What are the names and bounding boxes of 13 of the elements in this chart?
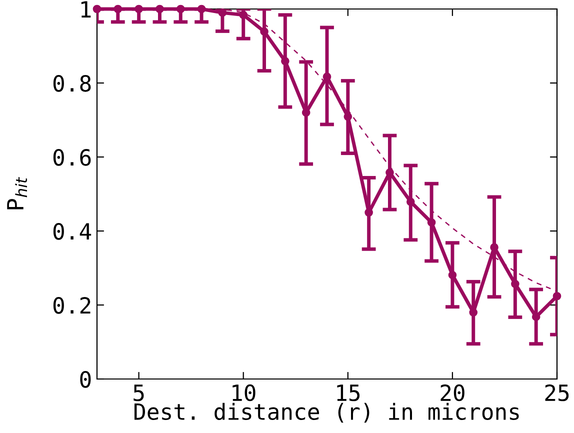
x-tick-label: 5 [134,384,144,402]
x-tick-label: 25 [545,384,569,402]
y-tick-label: 0 [80,371,91,388]
y-axis-title: P$_{hit}$ [7,176,28,210]
y-tick-label: 0.6 [53,149,91,166]
y-tick-label: 0.8 [53,75,91,92]
y-tick-label: 0.4 [53,223,92,240]
x-axis-title: Dest. distance (r) in microns [134,402,519,423]
y-tick-label: 0.2 [53,297,90,314]
x-tick-label: 20 [440,384,464,402]
x-tick-label: 15 [337,384,360,402]
x-tick-label: 10 [232,384,256,402]
y-tick-label: 1 [81,1,91,18]
